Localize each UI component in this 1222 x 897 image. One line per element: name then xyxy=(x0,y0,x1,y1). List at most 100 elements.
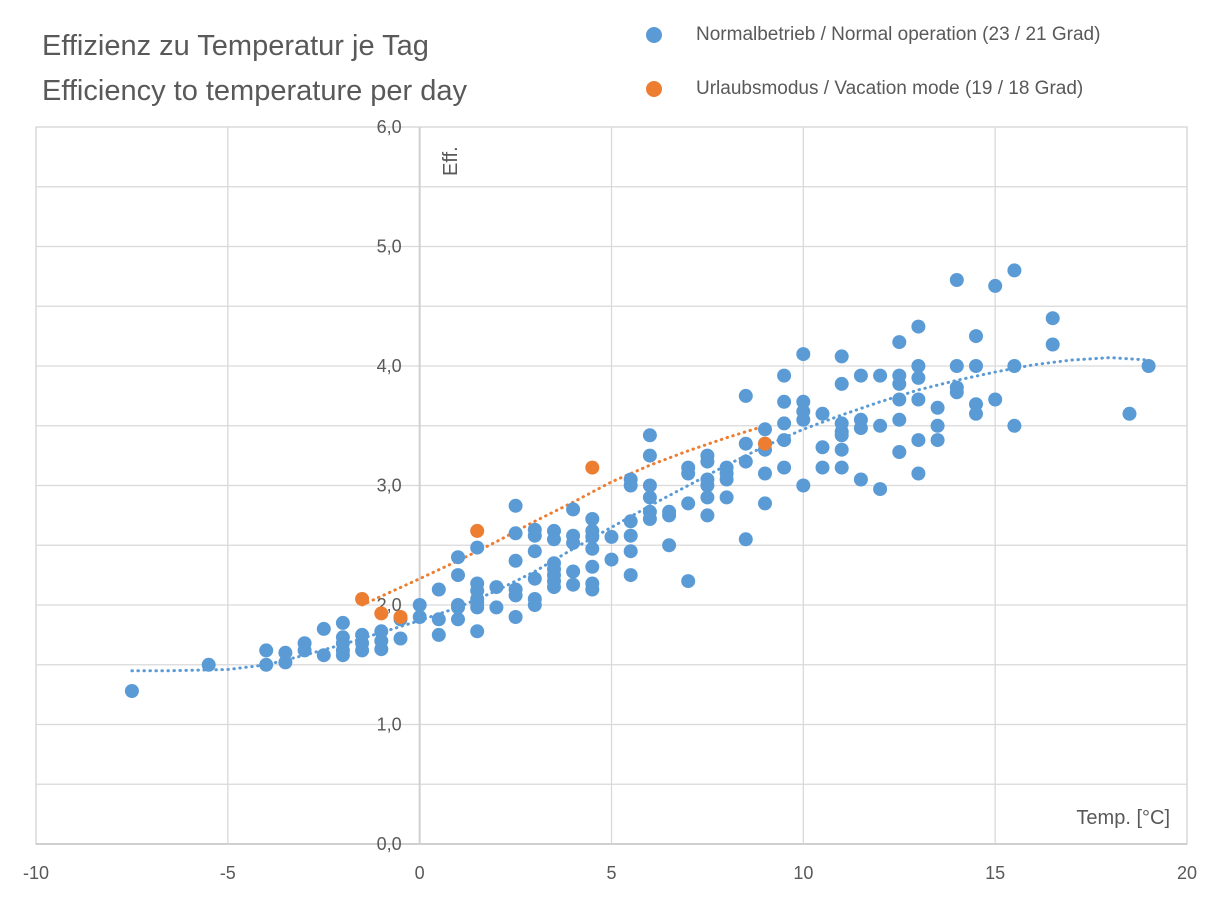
data-point-series-0 xyxy=(508,526,523,541)
data-point-series-0 xyxy=(949,273,964,287)
data-point-series-0 xyxy=(738,436,753,451)
data-point-series-0 xyxy=(949,359,964,373)
data-point-series-0 xyxy=(489,580,504,595)
data-point-series-0 xyxy=(527,592,542,606)
data-point-series-0 xyxy=(681,496,696,511)
data-point-series-0 xyxy=(451,612,465,627)
y-tick-label: 4,0 xyxy=(377,356,402,376)
data-point-series-0 xyxy=(662,504,677,519)
data-point-series-0 xyxy=(451,598,465,612)
data-point-series-0 xyxy=(700,508,715,523)
trendline-series-1 xyxy=(360,424,767,607)
legend-item-vacation-mode: Urlaubsmodus / Vacation mode (19 / 18 Gr… xyxy=(646,77,1083,101)
data-point-series-1 xyxy=(355,592,370,606)
data-point-series-0 xyxy=(738,388,753,403)
data-point-series-0 xyxy=(777,368,792,383)
data-point-series-0 xyxy=(930,418,945,433)
data-point-series-0 xyxy=(834,376,849,391)
x-tick-label: 15 xyxy=(985,863,1005,883)
x-tick-label: 20 xyxy=(1177,863,1197,883)
data-point-series-0 xyxy=(623,514,638,529)
data-point-series-0 xyxy=(566,564,581,579)
data-point-series-0 xyxy=(892,392,907,407)
data-point-series-0 xyxy=(796,394,811,409)
data-point-series-0 xyxy=(1007,263,1022,278)
data-point-series-0 xyxy=(623,472,638,487)
data-point-series-0 xyxy=(124,684,139,698)
y-tick-labels: 0,01,02,03,04,05,06,0 xyxy=(377,117,402,854)
data-point-series-0 xyxy=(911,319,926,334)
data-point-series-0 xyxy=(911,392,926,407)
data-point-series-0 xyxy=(892,412,907,427)
data-point-series-0 xyxy=(892,335,907,350)
data-point-series-0 xyxy=(259,657,274,672)
data-point-series-0 xyxy=(335,630,350,645)
data-point-series-0 xyxy=(815,440,830,455)
data-point-series-0 xyxy=(853,472,868,487)
data-point-series-0 xyxy=(585,523,600,538)
data-point-series-0 xyxy=(738,532,753,547)
data-point-series-0 xyxy=(892,368,907,383)
data-point-series-0 xyxy=(1007,418,1022,433)
data-point-series-0 xyxy=(527,544,542,559)
data-point-series-0 xyxy=(834,442,849,457)
data-point-series-1 xyxy=(374,606,389,621)
data-point-series-0 xyxy=(796,478,811,493)
data-point-series-0 xyxy=(297,636,312,651)
data-point-series-0 xyxy=(527,571,542,586)
data-point-series-1 xyxy=(758,436,772,451)
x-tick-label: 5 xyxy=(606,863,616,883)
data-point-series-0 xyxy=(527,522,542,537)
data-point-series-0 xyxy=(585,559,600,574)
data-point-series-0 xyxy=(834,416,849,431)
data-point-series-0 xyxy=(834,349,849,364)
legend-item-normal-operation: Normalbetrieb / Normal operation (23 / 2… xyxy=(646,23,1100,47)
data-point-series-0 xyxy=(623,568,638,583)
x-tick-labels: -10 -5 0 5 10 15 20 xyxy=(23,863,1197,883)
data-point-series-0 xyxy=(815,460,830,475)
data-point-series-0 xyxy=(853,412,868,427)
data-point-series-0 xyxy=(796,404,811,419)
data-point-series-0 xyxy=(604,529,619,544)
data-point-series-0 xyxy=(623,528,638,543)
data-point-series-0 xyxy=(642,490,657,505)
data-point-series-0 xyxy=(988,392,1003,407)
data-point-series-0 xyxy=(335,615,350,630)
data-point-series-0 xyxy=(489,600,504,615)
data-point-series-0 xyxy=(566,577,581,592)
chart-title: Effizienz zu Temperatur je Tag xyxy=(42,30,429,62)
data-point-series-1 xyxy=(585,460,600,475)
data-point-series-0 xyxy=(1007,359,1022,373)
data-point-series-0 xyxy=(911,359,926,373)
x-tick-label: -10 xyxy=(23,863,49,883)
data-point-series-0 xyxy=(662,538,677,553)
data-point-series-0 xyxy=(508,498,523,513)
data-point-series-0 xyxy=(585,512,600,526)
data-point-series-0 xyxy=(930,400,945,415)
y-tick-label: 5,0 xyxy=(377,237,402,257)
data-point-series-1 xyxy=(470,523,485,538)
data-point-series-0 xyxy=(642,504,657,519)
x-tick-label: 10 xyxy=(793,863,813,883)
data-point-series-0 xyxy=(431,627,446,642)
data-point-series-0 xyxy=(547,523,561,538)
data-point-series-0 xyxy=(969,359,983,373)
data-point-series-0 xyxy=(508,610,523,624)
data-point-series-0 xyxy=(873,418,888,433)
data-point-series-0 xyxy=(374,633,389,648)
data-point-series-0 xyxy=(758,496,772,511)
data-point-series-0 xyxy=(911,466,926,481)
data-point-series-0 xyxy=(949,380,964,395)
legend-label-normal: Normalbetrieb / Normal operation (23 / 2… xyxy=(696,24,1101,45)
data-point-series-0 xyxy=(412,610,427,624)
data-point-series-0 xyxy=(815,406,830,421)
data-point-series-0 xyxy=(777,433,792,448)
data-point-series-0 xyxy=(911,370,926,385)
y-tick-label: 3,0 xyxy=(377,476,402,496)
data-point-series-0 xyxy=(777,394,792,409)
data-point-series-0 xyxy=(431,582,446,597)
data-point-series-0 xyxy=(623,544,638,559)
data-point-series-0 xyxy=(758,422,772,437)
data-point-series-0 xyxy=(201,657,216,672)
